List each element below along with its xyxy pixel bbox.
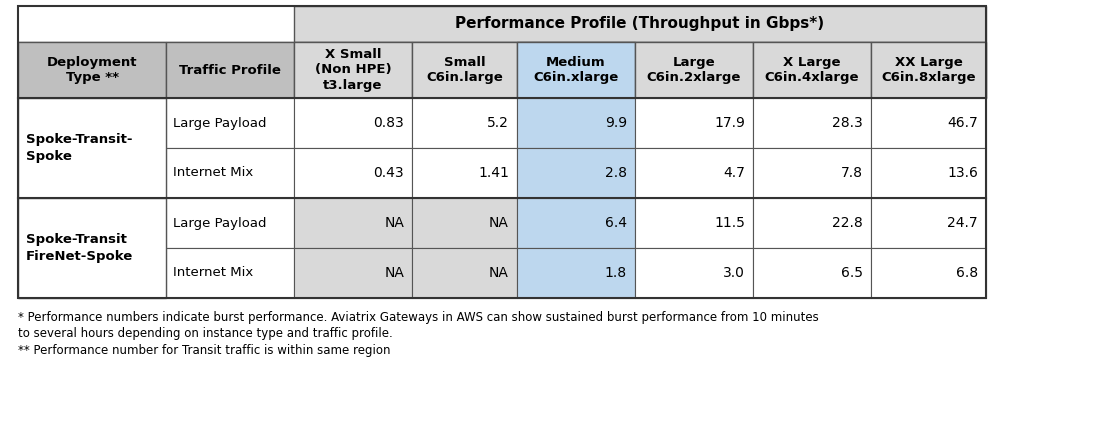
Bar: [871, 198, 986, 248]
Bar: [753, 198, 871, 248]
Text: 1.8: 1.8: [605, 266, 627, 280]
Text: Spoke-Transit
FireNet-Spoke: Spoke-Transit FireNet-Spoke: [25, 233, 133, 263]
Bar: [18, 6, 986, 298]
Bar: [517, 98, 635, 148]
Text: to several hours depending on instance type and traffic profile.: to several hours depending on instance t…: [18, 328, 392, 341]
Bar: [753, 248, 871, 298]
Bar: [871, 148, 986, 198]
Text: Internet Mix: Internet Mix: [173, 166, 254, 179]
Bar: [412, 98, 517, 148]
Text: 9.9: 9.9: [605, 116, 627, 130]
Bar: [753, 98, 871, 148]
Text: Performance Profile (Throughput in Gbps*): Performance Profile (Throughput in Gbps*…: [455, 16, 824, 32]
Text: 13.6: 13.6: [947, 166, 978, 180]
Text: Small
C6in.large: Small C6in.large: [427, 56, 503, 84]
Text: Traffic Profile: Traffic Profile: [179, 63, 281, 76]
Text: Spoke-Transit-
Spoke: Spoke-Transit- Spoke: [25, 133, 133, 163]
Bar: [166, 42, 294, 98]
Bar: [753, 42, 871, 98]
Bar: [412, 42, 517, 98]
Bar: [294, 148, 412, 198]
Bar: [294, 42, 412, 98]
Text: 46.7: 46.7: [947, 116, 978, 130]
Bar: [871, 42, 986, 98]
Bar: [18, 6, 294, 42]
Text: 24.7: 24.7: [947, 216, 978, 230]
Bar: [166, 148, 294, 198]
Text: 3.0: 3.0: [724, 266, 745, 280]
Bar: [635, 248, 753, 298]
Text: X Small
(Non HPE)
t3.large: X Small (Non HPE) t3.large: [315, 48, 391, 92]
Bar: [18, 42, 166, 98]
Text: NA: NA: [384, 216, 404, 230]
Bar: [412, 198, 517, 248]
Text: 6.5: 6.5: [841, 266, 863, 280]
Bar: [294, 6, 986, 42]
Bar: [517, 198, 635, 248]
Text: 22.8: 22.8: [832, 216, 863, 230]
Text: 0.43: 0.43: [373, 166, 404, 180]
Bar: [166, 198, 294, 248]
Text: 11.5: 11.5: [715, 216, 745, 230]
Text: 1.41: 1.41: [479, 166, 509, 180]
Bar: [517, 148, 635, 198]
Text: Internet Mix: Internet Mix: [173, 266, 254, 280]
Bar: [517, 42, 635, 98]
Text: 28.3: 28.3: [832, 116, 863, 130]
Bar: [18, 198, 166, 298]
Bar: [294, 98, 412, 148]
Bar: [18, 42, 986, 98]
Bar: [294, 198, 412, 248]
Bar: [871, 248, 986, 298]
Text: 6.4: 6.4: [605, 216, 627, 230]
Text: Large Payload: Large Payload: [173, 116, 267, 130]
Text: XX Large
C6in.8xlarge: XX Large C6in.8xlarge: [881, 56, 976, 84]
Text: 7.8: 7.8: [841, 166, 863, 180]
Text: 5.2: 5.2: [488, 116, 509, 130]
Bar: [412, 148, 517, 198]
Text: 6.8: 6.8: [956, 266, 978, 280]
Bar: [18, 98, 166, 198]
Bar: [412, 248, 517, 298]
Bar: [635, 98, 753, 148]
Text: ** Performance number for Transit traffic is within same region: ** Performance number for Transit traffi…: [18, 344, 390, 357]
Bar: [166, 98, 294, 148]
Text: Large Payload: Large Payload: [173, 217, 267, 230]
Text: 0.83: 0.83: [373, 116, 404, 130]
Text: 4.7: 4.7: [724, 166, 745, 180]
Bar: [753, 148, 871, 198]
Text: 2.8: 2.8: [605, 166, 627, 180]
Text: * Performance numbers indicate burst performance. Aviatrix Gateways in AWS can s: * Performance numbers indicate burst per…: [18, 312, 819, 325]
Bar: [294, 248, 412, 298]
Text: NA: NA: [489, 216, 509, 230]
Bar: [635, 42, 753, 98]
Bar: [635, 198, 753, 248]
Text: Medium
C6in.xlarge: Medium C6in.xlarge: [533, 56, 618, 84]
Bar: [871, 98, 986, 148]
Text: X Large
C6in.4xlarge: X Large C6in.4xlarge: [765, 56, 859, 84]
Text: Deployment
Type **: Deployment Type **: [47, 56, 137, 84]
Text: NA: NA: [384, 266, 404, 280]
Bar: [517, 248, 635, 298]
Text: Large
C6in.2xlarge: Large C6in.2xlarge: [647, 56, 741, 84]
Text: NA: NA: [489, 266, 509, 280]
Bar: [517, 42, 635, 98]
Bar: [166, 248, 294, 298]
Text: 17.9: 17.9: [715, 116, 745, 130]
Bar: [635, 148, 753, 198]
